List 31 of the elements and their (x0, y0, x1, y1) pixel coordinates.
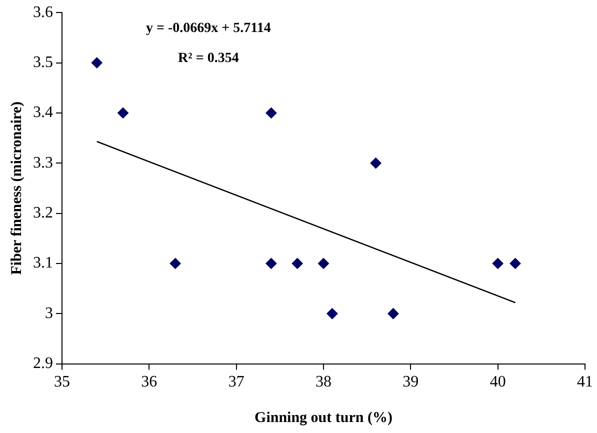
point (91, 57, 102, 68)
x-tick-label: 36 (141, 374, 158, 391)
point (266, 107, 277, 118)
point (388, 308, 399, 320)
point (266, 258, 277, 269)
x-tick-label: 39 (402, 374, 419, 391)
x-tick-label: 37 (228, 374, 244, 391)
point (292, 258, 303, 269)
y-axis-title: Fiber fineness (micronaire) (8, 102, 25, 275)
point (118, 107, 129, 118)
x-tick-label: 35 (54, 374, 70, 391)
y-tick-label: 3.5 (33, 54, 53, 71)
point (370, 158, 382, 169)
point (318, 258, 329, 269)
y-tick-label: 3.1 (33, 254, 53, 272)
y-tick-label: 3.4 (33, 104, 53, 122)
x-axis-title: Ginning out turn (%) (254, 410, 392, 426)
point (326, 308, 338, 320)
annotation: R² = 0.354 (178, 51, 239, 66)
x-tick-label: 38 (316, 374, 332, 391)
y-tick-label: 3.3 (33, 154, 53, 172)
point (510, 258, 521, 269)
y-tick-label: 3 (45, 304, 53, 322)
x-tick-label: 40 (490, 374, 506, 391)
annotation: y = -0.0669x + 5.7114 (146, 21, 271, 36)
y-tick-label: 3.2 (33, 204, 53, 222)
x-tick-label: 41 (577, 374, 593, 391)
y-tick-label: 2.9 (33, 355, 53, 372)
point (170, 258, 181, 269)
y-tick-label: 3.6 (33, 4, 53, 21)
point (492, 258, 504, 269)
